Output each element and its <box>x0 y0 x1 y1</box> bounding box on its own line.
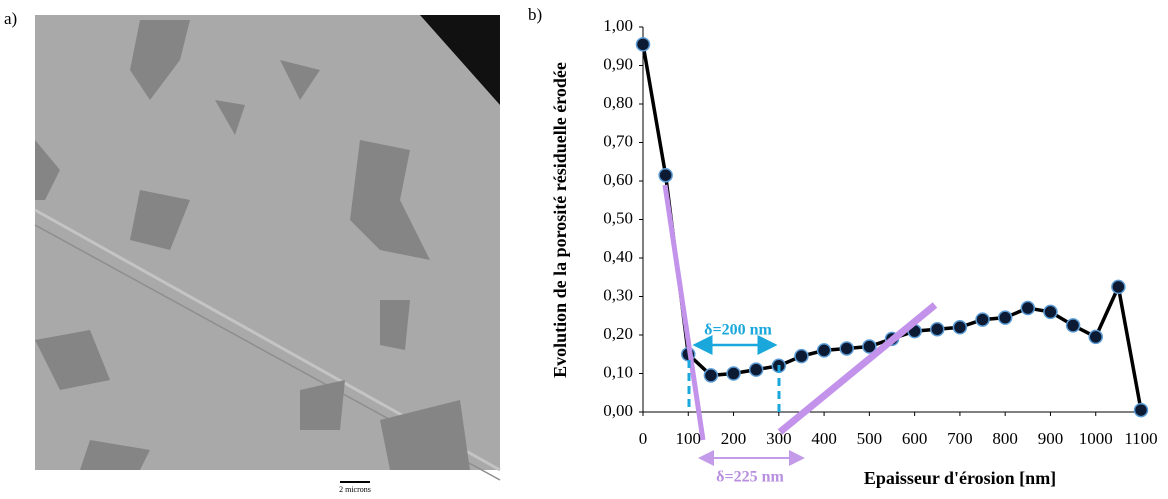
micrograph <box>34 15 501 481</box>
scale-bar-label: 2 microns <box>339 485 371 494</box>
annotation: δ=200 nm <box>704 322 772 339</box>
data-point <box>658 167 673 183</box>
x-tick-label: 1100 <box>1124 429 1157 448</box>
y-tick-label: 0,30 <box>603 285 633 304</box>
data-point <box>794 348 809 364</box>
panel-label: b) <box>528 5 542 24</box>
tangent-line <box>662 184 706 441</box>
y-tick-label: 0,20 <box>603 324 633 343</box>
x-tick-label: 800 <box>992 429 1018 448</box>
y-tick-label: 0,60 <box>603 170 633 189</box>
x-tick-label: 400 <box>811 429 837 448</box>
y-tick-label: 0,00 <box>603 401 633 420</box>
x-tick-label: 600 <box>902 429 928 448</box>
data-line <box>641 44 1143 411</box>
data-point <box>1088 329 1103 345</box>
y-tick-label: 0,50 <box>603 208 633 227</box>
x-axis-title: Epaisseur d'érosion [nm] <box>864 468 1056 488</box>
x-tick-label: 200 <box>721 429 747 448</box>
data-point <box>1020 300 1036 316</box>
annotation: δ=225 nm <box>716 469 784 486</box>
plot-area: 0,00 0,10 0,20 0,30 0,40 0,50 0,60 0,70 0,80 0,90… <box>603 16 1157 448</box>
data-point <box>997 310 1013 325</box>
tangent-line <box>777 302 938 435</box>
data-point <box>1111 279 1126 295</box>
y-tick-label: 0,40 <box>603 247 633 266</box>
data-point <box>1133 402 1149 418</box>
data-point <box>975 312 990 327</box>
x-tick-label: 900 <box>1038 429 1064 448</box>
data-point <box>839 341 854 356</box>
x-tick-label: 0 <box>639 429 648 448</box>
y-tick-label: 0,80 <box>603 93 633 112</box>
x-tick-label: 500 <box>857 429 883 448</box>
data-point <box>862 339 877 354</box>
data-point <box>1065 318 1081 333</box>
data-point <box>816 343 832 358</box>
x-tick-label: 100 <box>676 429 702 448</box>
data-point <box>748 362 764 377</box>
y-tick-label: 0,10 <box>603 362 633 381</box>
y-tick-label: 0,70 <box>603 131 633 150</box>
x-tick-label: 300 <box>766 429 792 448</box>
y-axis-title: Evolution de la porosité résiduelle érod… <box>550 62 570 378</box>
data-point <box>635 37 651 52</box>
y-tick-label: 0,90 <box>603 54 633 73</box>
y-tick-label: 1,00 <box>603 16 633 35</box>
x-tick-label: 700 <box>947 429 973 448</box>
data-point <box>726 366 741 381</box>
data-point <box>1043 304 1058 320</box>
panel-label: a) <box>4 9 17 28</box>
x-tick-label: 1000 <box>1079 429 1113 448</box>
data-point <box>952 320 968 335</box>
data-point <box>930 321 945 337</box>
data-point <box>703 368 719 383</box>
